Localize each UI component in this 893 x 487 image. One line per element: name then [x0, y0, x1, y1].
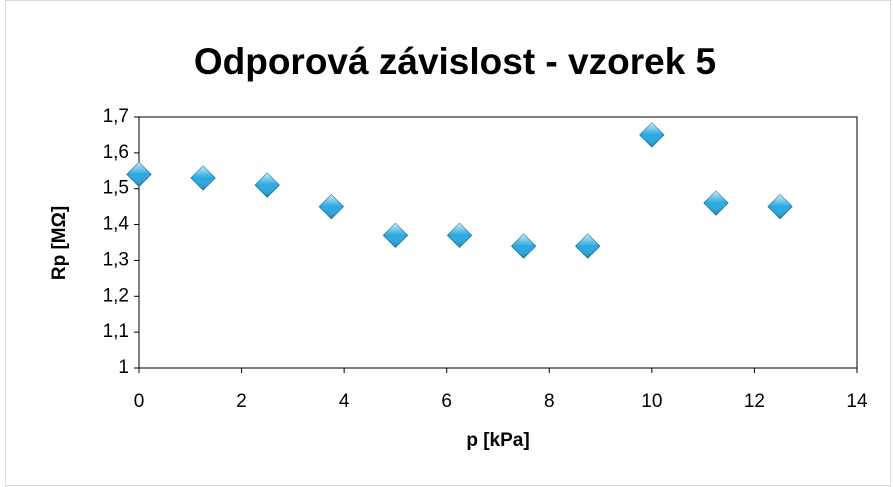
marker-shine — [447, 223, 472, 248]
y-tick-label: 1,3 — [103, 249, 129, 270]
y-tick-label: 1 — [118, 357, 129, 378]
marker — [510, 233, 537, 259]
x-tick-label: 14 — [846, 391, 868, 412]
marker — [767, 193, 793, 220]
marker — [703, 190, 729, 216]
marker-shine — [127, 162, 151, 187]
y-tick-label: 1,7 — [103, 106, 129, 127]
x-tick-label: 0 — [134, 391, 145, 412]
x-tick-label: 2 — [236, 391, 247, 412]
x-tick-label: 8 — [544, 391, 555, 412]
x-tick-label: 6 — [441, 391, 452, 412]
marker-shine — [191, 165, 216, 190]
marker-shine — [319, 194, 344, 219]
y-tick-label: 1,2 — [103, 285, 129, 306]
marker-shine — [511, 234, 536, 259]
y-tick-label: 1,5 — [103, 178, 129, 199]
x-axis-title: p [kPa] — [466, 430, 529, 451]
marker-shine — [575, 234, 600, 259]
plot-frame — [138, 116, 858, 369]
marker-shine — [639, 122, 664, 147]
marker-shine — [703, 191, 728, 216]
y-tick-label: 1,6 — [103, 142, 129, 163]
marker-shine — [255, 173, 280, 198]
y-tick-label: 1,4 — [103, 214, 130, 235]
marker — [190, 165, 216, 191]
marker-shine — [768, 194, 793, 219]
marker — [639, 122, 665, 148]
x-tick-label: 10 — [641, 391, 662, 412]
chart-border — [5, 0, 891, 486]
y-axis-title: Rp [MΩ] — [49, 206, 70, 280]
x-tick-label: 4 — [339, 391, 350, 412]
x-tick-label: 12 — [744, 391, 765, 412]
marker — [382, 222, 409, 249]
marker-shine — [383, 223, 408, 248]
marker — [575, 233, 601, 259]
marker — [126, 161, 152, 188]
marker — [446, 222, 473, 249]
marker — [254, 172, 280, 198]
chart-title: Odporová závislost - vzorek 5 — [194, 41, 716, 82]
y-tick-label: 1,1 — [103, 321, 129, 342]
marker — [318, 193, 345, 220]
